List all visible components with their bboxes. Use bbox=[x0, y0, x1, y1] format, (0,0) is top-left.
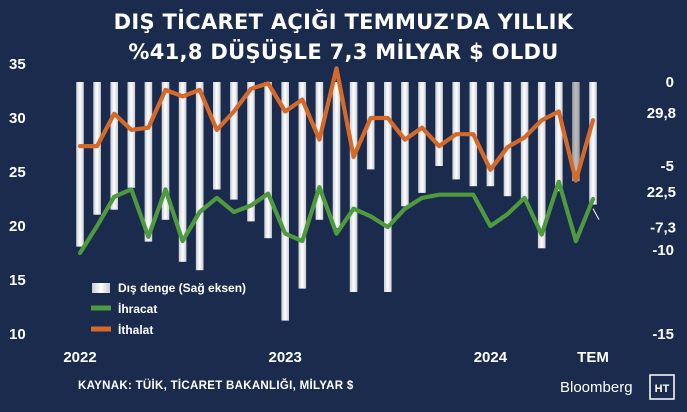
chart-title-line-2: %41,8 DÜŞÜŞLE 7,3 MİLYAR $ OLDU bbox=[128, 40, 559, 64]
balance-bar bbox=[537, 82, 546, 249]
ht-logo-text: HT bbox=[655, 383, 670, 395]
balance-bar bbox=[144, 82, 153, 242]
balance-bar bbox=[213, 82, 221, 190]
balance-bar bbox=[452, 82, 460, 180]
balance-bar bbox=[435, 82, 443, 166]
balance-bar bbox=[264, 82, 272, 239]
x-axis-tick: TEM bbox=[577, 349, 609, 366]
right-axis-tick: -10 bbox=[652, 242, 674, 259]
balance-bar bbox=[366, 82, 375, 170]
balance-bar bbox=[332, 82, 341, 229]
left-axis-tick: 35 bbox=[9, 56, 26, 73]
series-lines bbox=[77, 66, 596, 256]
bloomberg-wordmark: Bloomberg bbox=[560, 379, 633, 396]
annotation-label: -7,3 bbox=[650, 220, 676, 237]
annotation-label: 22,5 bbox=[647, 184, 676, 201]
balance-bar bbox=[247, 82, 255, 222]
legend-swatch-balance bbox=[92, 283, 110, 293]
left-axis: 10 15 20 25 30 35 bbox=[9, 56, 26, 343]
left-axis-tick: 20 bbox=[9, 218, 26, 235]
legend-label-exports: İhracat bbox=[118, 301, 157, 316]
balance-bar bbox=[486, 82, 495, 187]
x-axis: 2022 2023 2024 TEM bbox=[63, 349, 609, 366]
balance-bar bbox=[520, 82, 529, 200]
source-note: KAYNAK: TÜİK, TİCARET BAKANLIĞI, MİLYAR … bbox=[78, 379, 354, 392]
balance-bar bbox=[555, 82, 563, 192]
balance-bar bbox=[93, 82, 101, 215]
balance-bar bbox=[589, 82, 597, 205]
balance-bar bbox=[178, 82, 187, 262]
imports-line bbox=[77, 66, 596, 183]
balance-bar bbox=[315, 82, 324, 220]
balance-bar bbox=[401, 82, 409, 207]
legend: Dış denge (Sağ eksen) İhracat İthalat bbox=[91, 281, 246, 337]
end-value-annotations: 29,8 22,5 -7,3 bbox=[592, 105, 676, 237]
balance-bar bbox=[110, 82, 118, 210]
right-axis: 0 -5 -10 -15 bbox=[652, 74, 674, 343]
right-axis-tick: -15 bbox=[652, 326, 674, 343]
x-axis-tick: 2022 bbox=[63, 349, 96, 366]
balance-bar bbox=[418, 82, 426, 193]
right-axis-tick: 0 bbox=[666, 74, 674, 91]
x-axis-tick: 2024 bbox=[474, 349, 508, 366]
balance-bar bbox=[572, 82, 580, 182]
exports-line bbox=[77, 179, 596, 256]
balance-bar bbox=[281, 82, 289, 321]
left-axis-tick: 25 bbox=[9, 164, 26, 181]
balance-bar bbox=[195, 82, 204, 271]
chart-title-line-1: DIŞ TİCARET AÇIĞI TEMMUZ'DA YILLIK bbox=[113, 10, 574, 34]
right-axis-tick: -5 bbox=[661, 158, 674, 175]
left-axis-tick: 10 bbox=[9, 326, 26, 343]
legend-label-imports: İthalat bbox=[118, 322, 153, 337]
legend-label-balance: Dış denge (Sağ eksen) bbox=[118, 281, 246, 295]
balance-bar bbox=[349, 82, 358, 292]
x-axis-tick: 2023 bbox=[269, 349, 302, 366]
balance-bar bbox=[230, 82, 238, 200]
left-axis-tick: 30 bbox=[9, 110, 26, 127]
left-axis-tick: 15 bbox=[9, 272, 26, 289]
annotation-label: 29,8 bbox=[647, 105, 676, 122]
balance-bar bbox=[503, 82, 512, 197]
balance-bar bbox=[127, 82, 136, 188]
balance-bar bbox=[384, 82, 392, 292]
annotation-leader bbox=[592, 208, 600, 220]
balance-bar bbox=[76, 82, 84, 247]
balance-bar bbox=[298, 82, 307, 289]
ht-logo: HT bbox=[649, 374, 675, 400]
balance-bar bbox=[161, 82, 170, 220]
